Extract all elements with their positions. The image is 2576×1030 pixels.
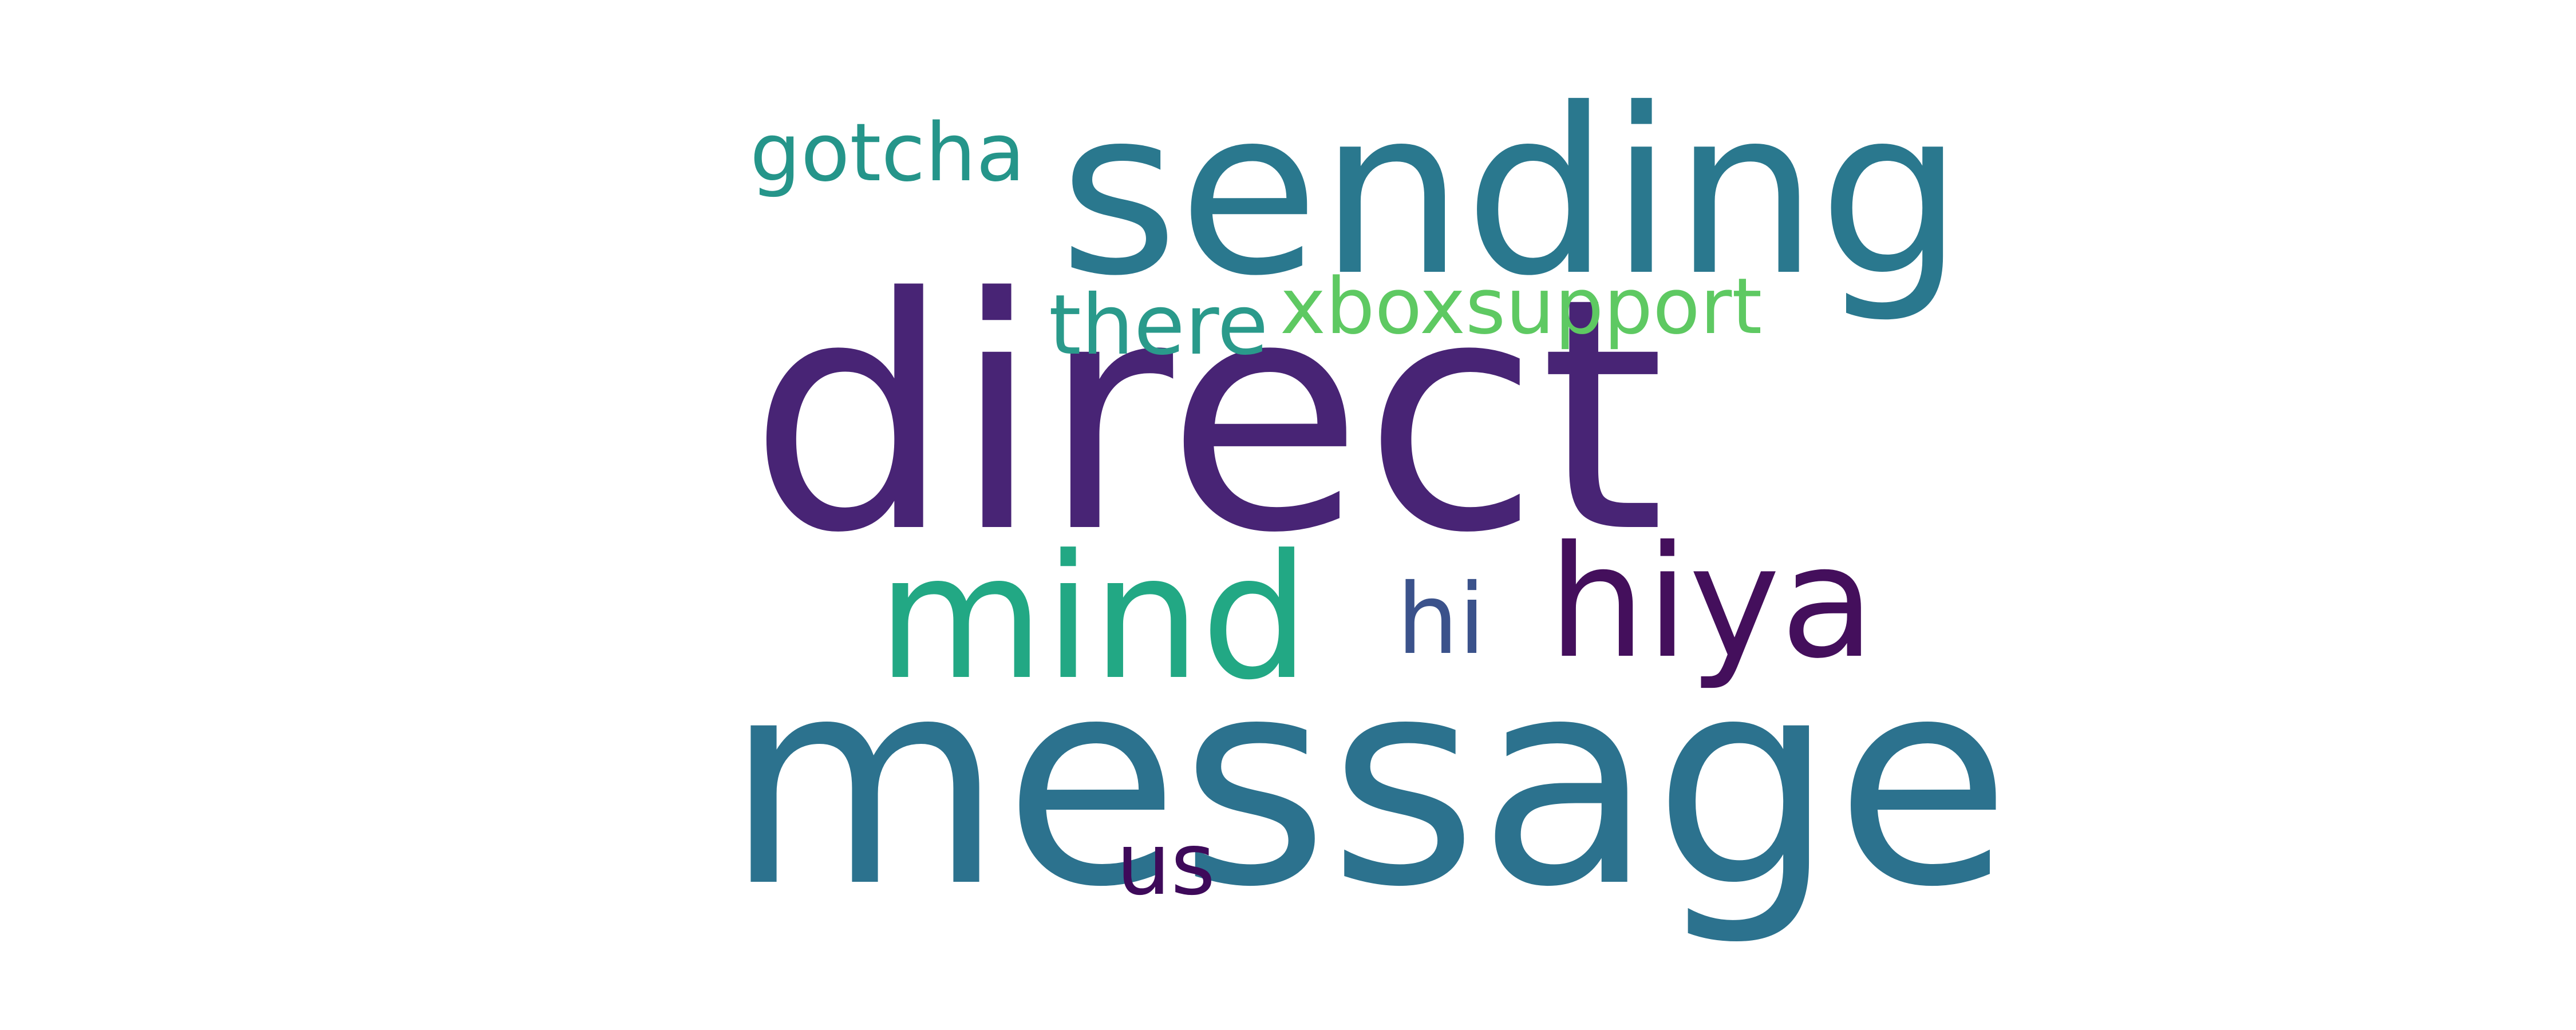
word-gotcha: gotcha bbox=[750, 106, 1025, 200]
word-hiya: hiya bbox=[1548, 512, 1875, 692]
word-xboxsupport: xboxsupport bbox=[1280, 262, 1763, 351]
word-there: there bbox=[1049, 277, 1269, 374]
word-sending: sending bbox=[1059, 60, 1964, 326]
word-hi: hi bbox=[1397, 563, 1485, 676]
word-message: message bbox=[725, 616, 2012, 949]
word-direct: direct bbox=[749, 230, 1665, 603]
word-us: us bbox=[1116, 815, 1216, 914]
word-mind: mind bbox=[877, 518, 1310, 718]
